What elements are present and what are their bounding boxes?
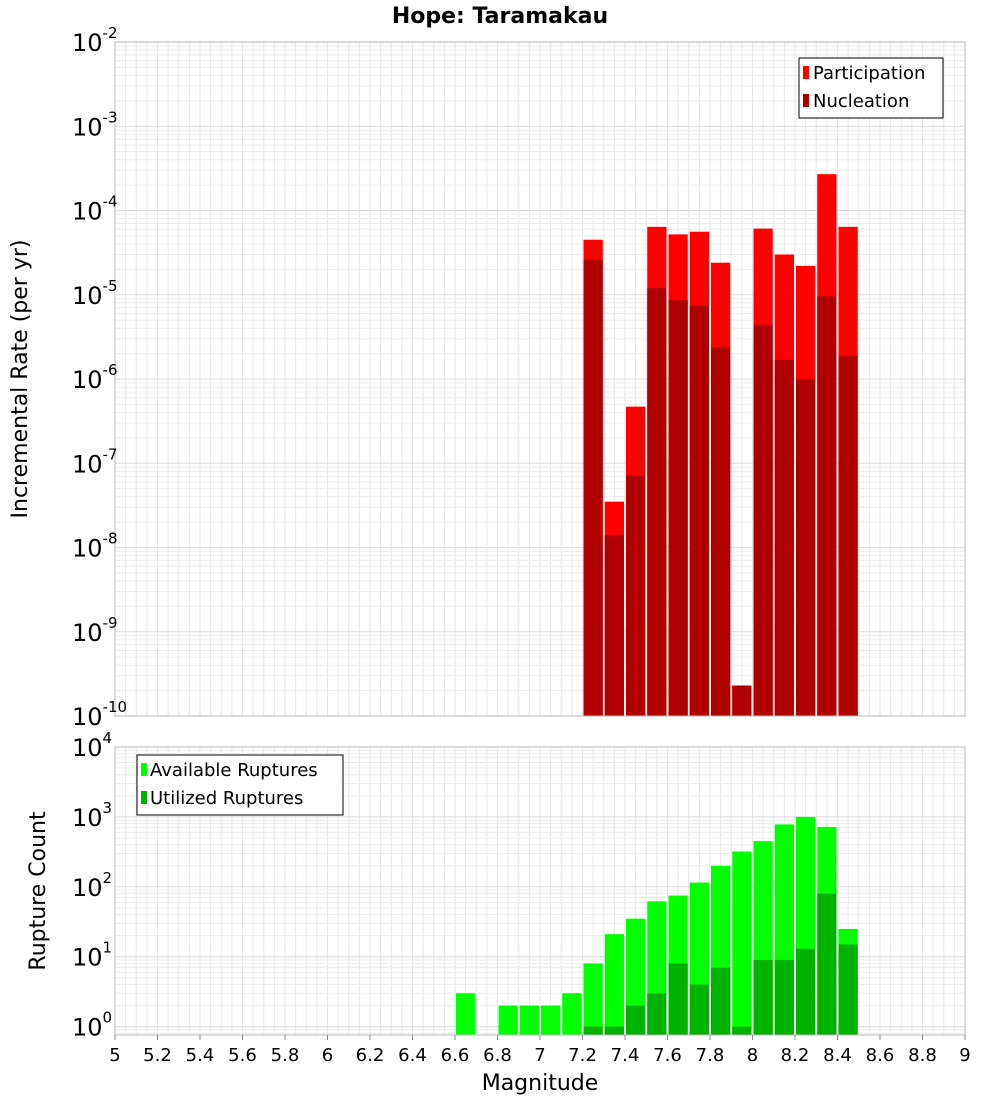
rate-bars — [583, 174, 858, 717]
x-tick-label: 5.2 — [143, 1045, 172, 1066]
bar-nucleation — [689, 305, 709, 716]
bar-available-ruptures — [456, 993, 476, 1035]
bar-utilized-ruptures — [711, 967, 731, 1035]
bar-nucleation — [604, 535, 624, 716]
x-tick-label: 8.2 — [781, 1045, 810, 1066]
bar-available-ruptures — [732, 851, 752, 1035]
x-tick-label: 7.6 — [653, 1045, 682, 1066]
y-tick-label: 10-7 — [72, 445, 118, 478]
x-tick-label: 5.6 — [228, 1045, 257, 1066]
y-tick-label: 10-9 — [72, 614, 118, 647]
bar-utilized-ruptures — [583, 1026, 603, 1035]
legend-label-utilized: Utilized Ruptures — [150, 788, 303, 809]
legend-label-available: Available Ruptures — [150, 760, 318, 781]
x-tick-label: 5 — [109, 1045, 120, 1066]
x-tick-label: 7.4 — [611, 1045, 640, 1066]
x-tick-label: 5.4 — [186, 1045, 215, 1066]
bar-nucleation — [838, 355, 858, 716]
count-y-ticks: 100 101 102 103 104 — [72, 729, 112, 1042]
bar-nucleation — [774, 359, 794, 716]
y-tick-label: 10-10 — [72, 698, 127, 731]
y-tick-label: 101 — [72, 939, 112, 972]
x-tick-label: 7.8 — [696, 1045, 725, 1066]
bar-utilized-ruptures — [647, 993, 667, 1035]
y-tick-label: 100 — [72, 1009, 112, 1042]
bar-nucleation — [817, 296, 837, 716]
bar-available-ruptures — [604, 934, 624, 1035]
legend-label-nucleation: Nucleation — [813, 91, 909, 112]
x-tick-label: 6.6 — [441, 1045, 470, 1066]
bar-utilized-ruptures — [774, 959, 794, 1035]
bar-available-ruptures — [583, 963, 603, 1035]
x-ticks: 5 5.2 5.4 5.6 5.8 6 6.2 6.4 6.6 6.8 7 7.2 7.4 7.6 7.8 8… — [109, 1035, 971, 1066]
rate-plot-border — [114, 41, 966, 717]
count-panel: 100 101 102 103 104 Rupture Count Available … — [26, 729, 971, 1066]
x-tick-label: 8.4 — [823, 1045, 852, 1066]
x-tick-label: 8 — [747, 1045, 758, 1066]
count-legend-box — [136, 754, 344, 816]
chart-title: Hope: Taramakau — [392, 4, 608, 29]
bar-utilized-ruptures — [668, 963, 688, 1035]
x-tick-label: 6.2 — [356, 1045, 385, 1066]
rate-legend-box — [798, 57, 944, 119]
bar-utilized-ruptures — [753, 959, 773, 1035]
rate-panel: 10-10 10-9 10-8 10-7 10-6 10-5 10-4 10-3 10-2 In… — [8, 24, 966, 731]
x-tick-label: 5.8 — [271, 1045, 300, 1066]
legend-swatch-nucleation — [803, 94, 809, 107]
count-legend: Available Ruptures Utilized Ruptures — [136, 754, 344, 816]
bar-utilized-ruptures — [838, 944, 858, 1035]
y-tick-label: 104 — [72, 729, 112, 762]
bar-nucleation — [732, 685, 752, 716]
bar-available-ruptures — [562, 993, 582, 1035]
y-tick-label: 10-5 — [72, 277, 118, 310]
legend-swatch-utilized — [141, 791, 147, 804]
bar-utilized-ruptures — [796, 948, 816, 1035]
count-bars — [456, 816, 858, 1035]
y-tick-label: 103 — [72, 799, 112, 832]
x-tick-label: 7.2 — [568, 1045, 597, 1066]
x-tick-label: 9 — [959, 1045, 970, 1066]
bar-nucleation — [668, 300, 688, 716]
bar-utilized-ruptures — [626, 1005, 646, 1035]
bar-available-ruptures — [541, 1005, 561, 1035]
y-tick-label: 10-2 — [72, 24, 118, 57]
x-tick-label: 8.6 — [866, 1045, 895, 1066]
bar-utilized-ruptures — [689, 984, 709, 1035]
legend-swatch-participation — [803, 66, 809, 79]
rate-y-axis-label: Incremental Rate (per yr) — [8, 240, 33, 519]
rate-legend: Participation Nucleation — [798, 57, 944, 119]
x-tick-label: 6.8 — [483, 1045, 512, 1066]
legend-label-participation: Participation — [813, 63, 925, 84]
rate-y-ticks: 10-10 10-9 10-8 10-7 10-6 10-5 10-4 10-3 10-2 — [72, 24, 127, 731]
bar-available-ruptures — [498, 1005, 518, 1035]
y-tick-label: 10-8 — [72, 530, 118, 563]
bar-available-ruptures — [519, 1005, 539, 1035]
bar-nucleation — [753, 324, 773, 716]
y-tick-label: 10-6 — [72, 361, 118, 394]
bar-nucleation — [626, 475, 646, 716]
x-tick-label: 6 — [322, 1045, 333, 1066]
legend-swatch-available — [141, 763, 147, 776]
bar-nucleation — [711, 346, 731, 716]
bar-utilized-ruptures — [604, 1026, 624, 1035]
x-tick-label: 6.4 — [398, 1045, 427, 1066]
x-axis-label: Magnitude — [482, 1071, 599, 1096]
bar-nucleation — [647, 288, 667, 716]
bar-utilized-ruptures — [732, 1026, 752, 1035]
bar-nucleation — [583, 259, 603, 716]
bar-utilized-ruptures — [817, 893, 837, 1035]
rate-grid — [114, 41, 966, 717]
y-tick-label: 10-4 — [72, 193, 118, 226]
count-y-axis-label: Rupture Count — [26, 811, 51, 971]
x-tick-label: 8.8 — [908, 1045, 937, 1066]
x-tick-label: 7 — [534, 1045, 545, 1066]
y-tick-label: 10-3 — [72, 108, 118, 141]
y-tick-label: 102 — [72, 869, 112, 902]
bar-nucleation — [796, 379, 816, 716]
